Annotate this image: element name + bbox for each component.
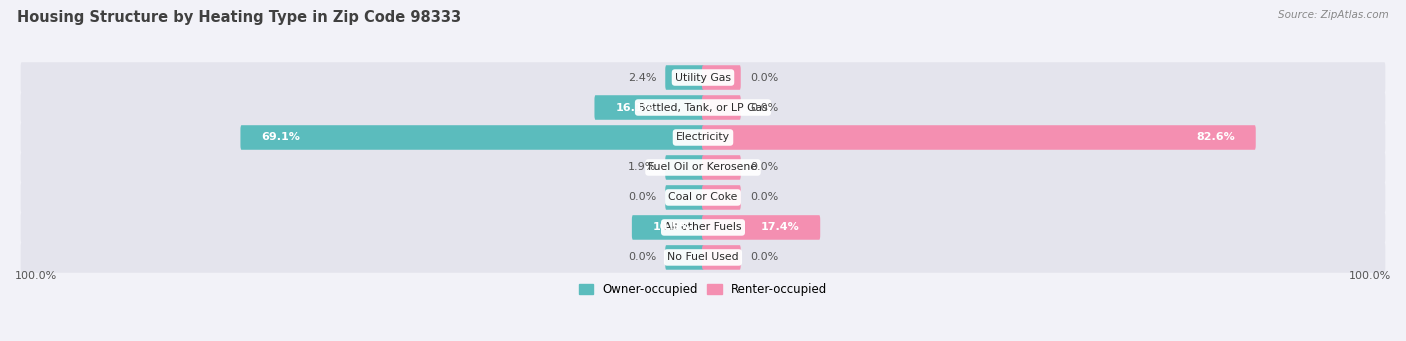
Text: 2.4%: 2.4% [627,73,657,83]
FancyBboxPatch shape [702,65,741,90]
FancyBboxPatch shape [21,152,1385,183]
Text: 69.1%: 69.1% [262,133,301,143]
FancyBboxPatch shape [665,155,704,180]
Text: 17.4%: 17.4% [761,222,799,233]
Text: Source: ZipAtlas.com: Source: ZipAtlas.com [1278,10,1389,20]
Text: No Fuel Used: No Fuel Used [668,252,738,263]
Text: Coal or Coke: Coal or Coke [668,192,738,203]
Text: 100.0%: 100.0% [15,271,58,281]
Text: Fuel Oil or Kerosene: Fuel Oil or Kerosene [648,162,758,173]
FancyBboxPatch shape [702,215,820,240]
Text: 0.0%: 0.0% [749,192,778,203]
Text: 0.0%: 0.0% [749,252,778,263]
FancyBboxPatch shape [702,95,741,120]
FancyBboxPatch shape [595,95,704,120]
FancyBboxPatch shape [21,242,1385,273]
Text: Housing Structure by Heating Type in Zip Code 98333: Housing Structure by Heating Type in Zip… [17,10,461,25]
Text: 0.0%: 0.0% [628,192,657,203]
FancyBboxPatch shape [240,125,704,150]
FancyBboxPatch shape [702,245,741,270]
FancyBboxPatch shape [665,65,704,90]
FancyBboxPatch shape [21,62,1385,93]
Text: 1.9%: 1.9% [628,162,657,173]
Text: 0.0%: 0.0% [749,162,778,173]
FancyBboxPatch shape [21,92,1385,123]
FancyBboxPatch shape [665,185,704,210]
FancyBboxPatch shape [21,122,1385,153]
FancyBboxPatch shape [21,182,1385,213]
Text: All other Fuels: All other Fuels [664,222,742,233]
Text: 10.5%: 10.5% [652,222,692,233]
Text: 16.1%: 16.1% [616,103,654,113]
Text: 82.6%: 82.6% [1197,133,1234,143]
Legend: Owner-occupied, Renter-occupied: Owner-occupied, Renter-occupied [574,279,832,301]
FancyBboxPatch shape [665,245,704,270]
Text: 0.0%: 0.0% [749,103,778,113]
Text: 100.0%: 100.0% [1348,271,1391,281]
Text: Electricity: Electricity [676,133,730,143]
FancyBboxPatch shape [702,155,741,180]
Text: Utility Gas: Utility Gas [675,73,731,83]
Text: Bottled, Tank, or LP Gas: Bottled, Tank, or LP Gas [638,103,768,113]
FancyBboxPatch shape [631,215,704,240]
FancyBboxPatch shape [702,185,741,210]
FancyBboxPatch shape [702,125,1256,150]
Text: 0.0%: 0.0% [749,73,778,83]
FancyBboxPatch shape [21,212,1385,243]
Text: 0.0%: 0.0% [628,252,657,263]
